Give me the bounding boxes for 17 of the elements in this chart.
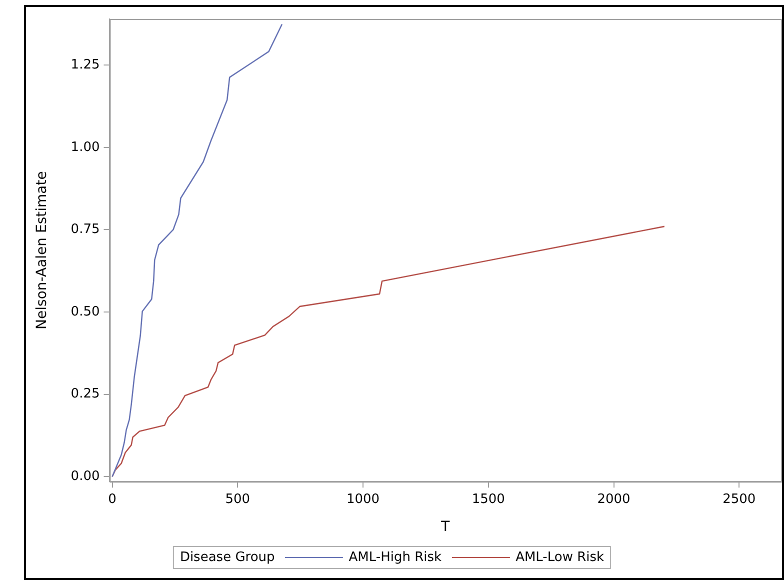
y-axis-title: Nelson-Aalen Estimate (34, 171, 50, 330)
legend-label: AML-High Risk (348, 550, 442, 565)
x-tick-label: 1000 (346, 492, 380, 507)
y-tick-label: 0.25 (70, 386, 100, 402)
legend-label: AML-Low Risk (516, 550, 604, 565)
x-tick-label: 2000 (597, 492, 630, 507)
x-tick-label: 500 (225, 492, 250, 507)
x-tick-label: 2500 (722, 492, 756, 507)
x-tick-label: 1500 (472, 492, 505, 507)
y-tick-label: 0.75 (70, 222, 100, 238)
y-tick-label: 1.25 (70, 57, 100, 72)
y-tick-label: 0.00 (70, 469, 100, 484)
y-tick-label: 1.00 (70, 140, 100, 155)
x-tick-label: 0 (108, 492, 116, 507)
y-tick-label: 0.50 (70, 304, 100, 320)
legend-title: Disease Group (180, 550, 275, 565)
x-axis-title: T (440, 519, 450, 536)
